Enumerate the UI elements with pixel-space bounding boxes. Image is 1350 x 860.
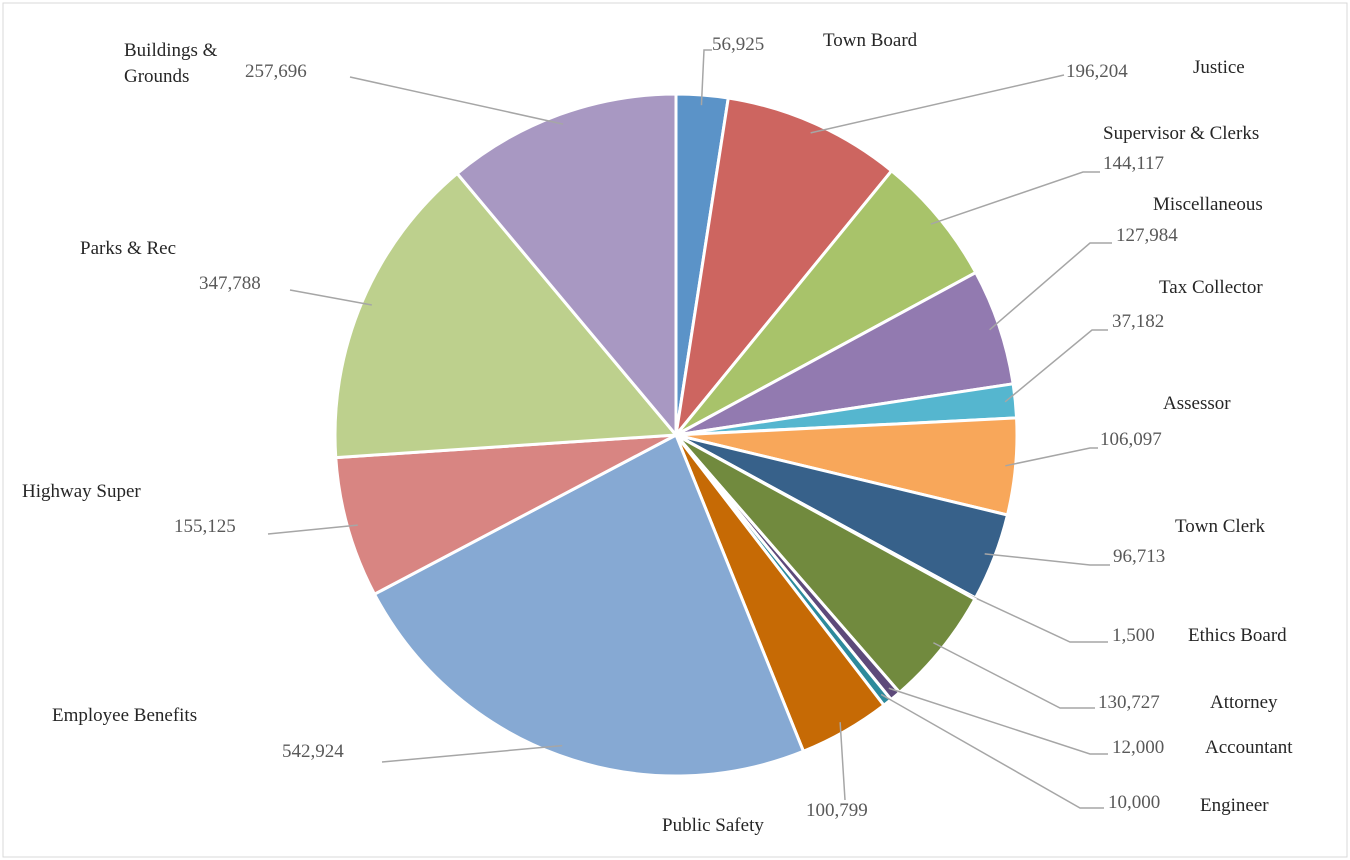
leader-line	[930, 171, 1100, 225]
leader-line	[839, 722, 846, 801]
value-label: 347,788	[199, 273, 261, 294]
leader-line	[880, 693, 1104, 809]
category-label: Miscellaneous	[1153, 194, 1263, 215]
value-label: 100,799	[806, 800, 868, 821]
category-label: Parks & Rec	[80, 238, 177, 259]
category-label: Ethics Board	[1188, 625, 1287, 646]
pie-slice	[455, 92, 678, 440]
value-label: 12,000	[1112, 737, 1165, 758]
value-label: 96,713	[1113, 546, 1166, 567]
leader-line	[888, 687, 1108, 755]
pie-slice	[674, 168, 978, 437]
category-label: Engineer	[1200, 795, 1269, 816]
category-label: Justice	[1193, 57, 1245, 78]
category-label: Supervisor & Clerks	[1103, 123, 1260, 144]
value-label: 56,925	[712, 34, 765, 55]
leader-line	[700, 49, 712, 106]
leader-line	[267, 524, 358, 535]
pie-slice	[333, 171, 680, 460]
pie-slice	[372, 432, 806, 778]
leader-line	[1004, 329, 1108, 403]
value-label: 144,117	[1103, 153, 1165, 174]
value-label: 37,182	[1112, 311, 1165, 332]
leader-line	[381, 744, 563, 763]
category-label: Buildings & Grounds	[124, 40, 218, 87]
value-label: 1,500	[1112, 625, 1155, 646]
leader-line	[349, 76, 564, 125]
value-label: 10,000	[1108, 792, 1161, 813]
pie-slice	[673, 96, 894, 441]
leader-line	[810, 74, 1065, 134]
value-label: 106,097	[1100, 429, 1162, 450]
value-label: 542,924	[282, 741, 344, 762]
leader-line	[933, 642, 1095, 709]
category-label: Public Safety	[662, 815, 764, 836]
category-label: Town Clerk	[1175, 516, 1265, 537]
value-label: 130,727	[1098, 692, 1160, 713]
category-label: Tax Collector	[1159, 277, 1263, 298]
category-label: Highway Super	[22, 481, 141, 502]
leader-line	[984, 553, 1110, 566]
category-label: Attorney	[1210, 692, 1278, 713]
category-label: Assessor	[1163, 393, 1231, 414]
leader-line	[1005, 447, 1098, 467]
leader-line	[965, 592, 1108, 643]
category-label: Town Board	[823, 30, 918, 51]
leader-line	[289, 289, 372, 306]
value-label: 257,696	[245, 61, 307, 82]
value-label: 196,204	[1066, 61, 1128, 82]
value-label: 155,125	[174, 516, 236, 537]
value-label: 127,984	[1116, 225, 1178, 246]
category-label: Employee Benefits	[52, 705, 198, 726]
category-label: Accountant	[1205, 737, 1293, 758]
leader-line	[989, 242, 1112, 331]
pie-slice	[334, 433, 677, 597]
